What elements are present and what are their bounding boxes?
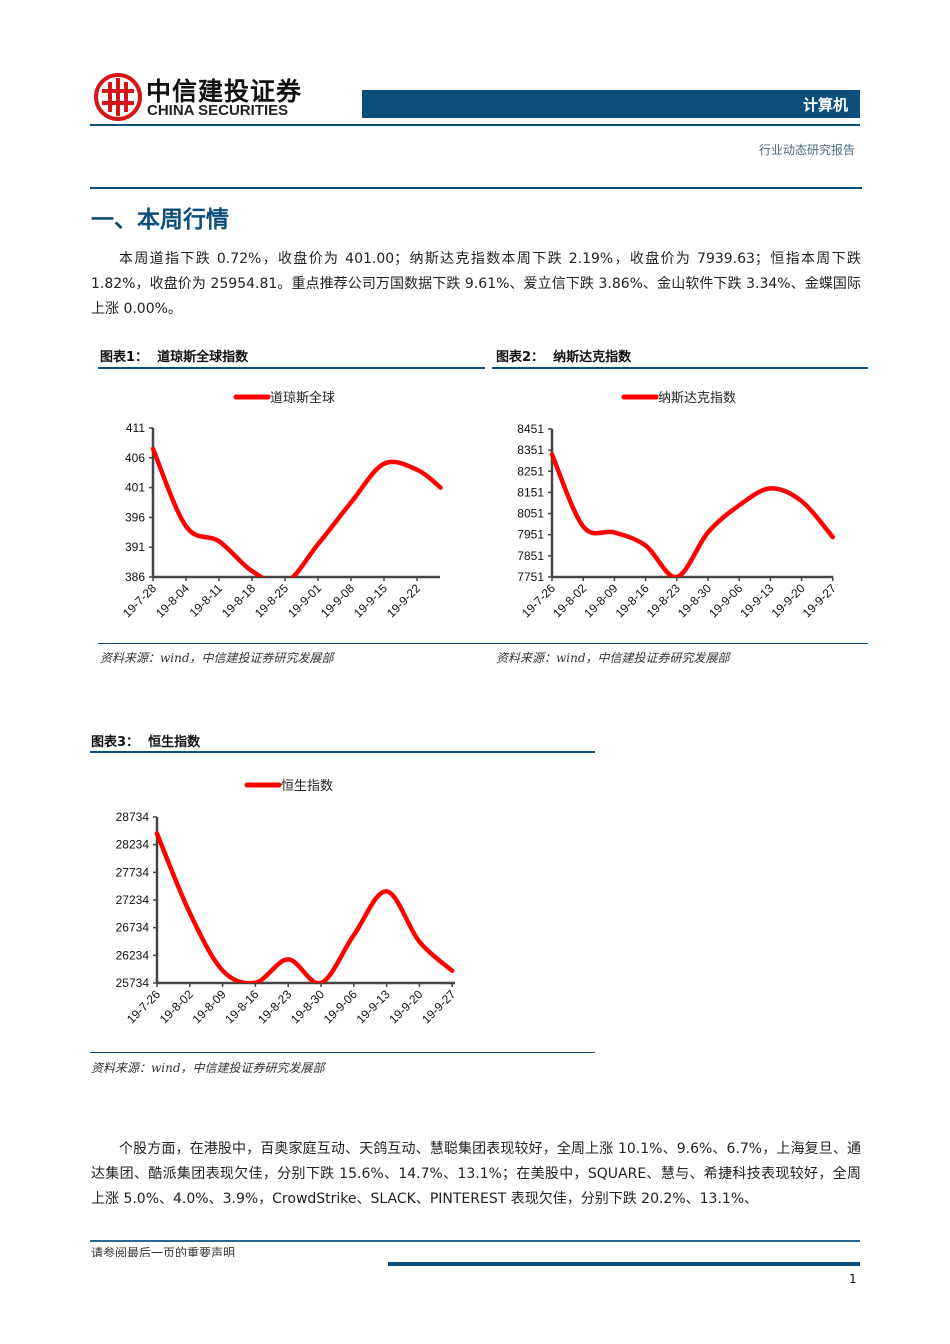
y-tick-label: 8351 — [517, 443, 544, 457]
company-logo: 中信建投证券 CHINA SECURITIES — [94, 72, 304, 124]
stock-detail-paragraph: 个股方面，在港股中，百奥家庭互动、天鸽互动、慧聪集团表现较好，全周上涨 10.1… — [91, 1141, 861, 1207]
legend-label: 道琼斯全球 — [270, 390, 335, 406]
figure-3-label: 图表3： — [91, 735, 140, 750]
section-divider — [90, 187, 862, 189]
x-tick-label: 19-9-20 — [769, 581, 808, 620]
figure-2-name: 纳斯达克指数 — [553, 350, 632, 365]
chart-3: 恒生指数287342823427734272342673426234257341… — [116, 779, 459, 1026]
logo-emblem-icon — [94, 73, 142, 121]
y-tick-label: 386 — [125, 570, 145, 584]
x-tick-label: 19-9-22 — [384, 581, 423, 620]
series-line — [154, 831, 455, 983]
figure-2-source: 资料来源：wind，中信建投证券研究发展部 — [496, 651, 730, 665]
x-tick-label: 19-8-23 — [255, 987, 294, 1026]
x-tick-label: 19-9-13 — [354, 987, 393, 1026]
figure-1-label: 图表1： — [100, 350, 149, 365]
logo-chinese-text: 中信建投证券 — [146, 77, 303, 106]
x-tick-label: 19-8-25 — [252, 581, 291, 620]
legend-label: 纳斯达克指数 — [658, 391, 736, 406]
x-tick-label: 19-9-20 — [386, 987, 425, 1026]
y-tick-label: 406 — [125, 451, 145, 465]
x-tick-label: 19-8-02 — [157, 987, 196, 1026]
x-tick-label: 19-7-26 — [519, 581, 558, 620]
x-tick-label: 19-7-26 — [124, 987, 163, 1026]
series-line — [549, 452, 836, 577]
footer-bar — [388, 1262, 860, 1266]
x-tick-label: 19-8-09 — [581, 581, 620, 620]
series-line — [150, 446, 443, 577]
sector-banner: 计算机 — [362, 90, 860, 118]
x-tick-label: 19-8-11 — [187, 581, 226, 620]
figure-2-title-rule — [492, 367, 868, 369]
figure-1-title-rule — [98, 367, 485, 369]
x-tick-label: 19-9-06 — [321, 987, 360, 1026]
x-tick-label: 19-8-02 — [550, 581, 589, 620]
report-type: 行业动态研究报告 — [758, 143, 855, 157]
figure-1-source: 资料来源：wind，中信建投证券研究发展部 — [100, 651, 334, 665]
y-tick-label: 27234 — [116, 893, 150, 907]
y-tick-label: 28734 — [116, 810, 150, 824]
x-tick-label: 19-9-15 — [351, 581, 390, 620]
y-tick-label: 396 — [125, 510, 145, 524]
sector-label: 计算机 — [802, 96, 848, 114]
x-tick-label: 19-9-01 — [285, 581, 324, 620]
x-tick-label: 19-7-28 — [120, 581, 159, 620]
x-tick-label: 19-9-13 — [737, 581, 776, 620]
market-summary-paragraph: 本周道指下跌 0.72%，收盘价为 401.00；纳斯达克指数本周下跌 2.19… — [91, 251, 861, 317]
figure-1-name: 道琼斯全球指数 — [157, 350, 249, 365]
header-divider — [90, 124, 860, 126]
x-tick-label: 19-9-27 — [800, 581, 839, 620]
y-tick-label: 391 — [125, 540, 145, 554]
x-tick-label: 19-8-04 — [153, 581, 192, 620]
x-tick-label: 19-8-30 — [675, 581, 714, 620]
x-tick-label: 19-8-16 — [613, 581, 652, 620]
page-number: 1 — [849, 1272, 857, 1286]
x-tick-label: 19-9-08 — [318, 581, 357, 620]
figure-3-title-rule — [90, 751, 595, 753]
x-tick-label: 19-9-06 — [706, 581, 745, 620]
y-tick-label: 7951 — [517, 528, 544, 542]
y-tick-label: 25734 — [116, 976, 150, 990]
figure-3-title: 图表3： 恒生指数 — [91, 731, 200, 750]
figure-1-title: 图表1： 道琼斯全球指数 — [100, 346, 248, 365]
chart-2: 纳斯达克指数8451835182518151805179517851775119… — [517, 391, 839, 620]
x-tick-label: 19-9-27 — [419, 987, 458, 1026]
x-tick-label: 19-8-23 — [644, 581, 683, 620]
legend-label: 恒生指数 — [281, 779, 333, 794]
figure-1-2-bottom-rule — [98, 643, 868, 644]
figure-2-label: 图表2： — [496, 350, 545, 365]
y-tick-label: 26234 — [116, 948, 150, 962]
x-tick-label: 19-8-16 — [222, 987, 261, 1026]
y-tick-label: 27734 — [116, 865, 150, 879]
footer-divider — [90, 1240, 860, 1242]
y-tick-label: 26734 — [116, 921, 150, 935]
figure-3-source: 资料来源：wind，中信建投证券研究发展部 — [91, 1061, 325, 1075]
x-tick-label: 19-8-18 — [219, 581, 258, 620]
section-heading: 一、本周行情 — [91, 207, 229, 233]
y-tick-label: 28234 — [116, 838, 150, 852]
y-tick-label: 8051 — [517, 507, 544, 521]
footer-disclaimer: 请参阅最后一页的重要声明 — [91, 1246, 236, 1257]
figure-2-title: 图表2： 纳斯达克指数 — [496, 346, 631, 365]
y-tick-label: 8251 — [517, 464, 544, 478]
figure-3-bottom-rule — [90, 1052, 595, 1053]
y-tick-label: 8151 — [517, 485, 544, 499]
y-tick-label: 7751 — [517, 570, 544, 584]
chart-1: 道琼斯全球41140640139639138619-7-2819-8-0419-… — [120, 390, 443, 620]
y-tick-label: 7851 — [517, 549, 544, 563]
y-tick-label: 401 — [125, 481, 145, 495]
figure-3-name: 恒生指数 — [148, 735, 201, 750]
logo-english-text: CHINA SECURITIES — [147, 102, 289, 119]
y-tick-label: 411 — [126, 421, 145, 435]
x-tick-label: 19-8-30 — [288, 987, 327, 1026]
x-tick-label: 19-8-09 — [190, 987, 229, 1026]
y-tick-label: 8451 — [517, 422, 544, 436]
